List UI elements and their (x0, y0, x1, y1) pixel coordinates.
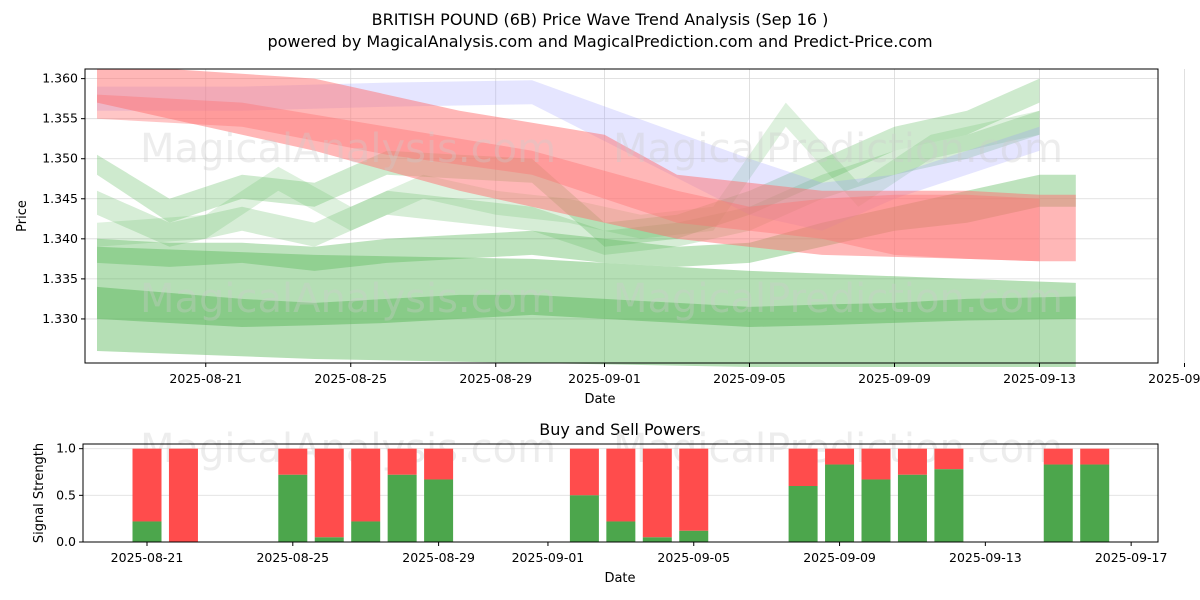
price-y-tick-label: 1.350 (42, 151, 78, 166)
buy-bar (825, 464, 855, 542)
powers-y-axis: 0.0 0.5 1.0 (56, 441, 83, 549)
sell-bar (861, 448, 891, 480)
buy-bar (861, 479, 891, 542)
powers-x-tick-label: 2025-09-01 (512, 550, 585, 565)
price-band-red-7 (97, 69, 1076, 262)
sell-bar (351, 448, 381, 522)
powers-x-tick-label: 2025-09-13 (949, 550, 1022, 565)
price-watermarks: MagicalAnalysis.com MagicalPrediction.co… (140, 126, 1063, 322)
price-plot-frame (84, 68, 1159, 364)
powers-x-tick-label: 2025-09-09 (803, 550, 876, 565)
price-x-tick-label: 2025-09-13 (1003, 371, 1076, 386)
sell-bar (132, 448, 162, 522)
price-x-tick-label: 2025-09-17 (1148, 371, 1200, 386)
powers-x-axis: 2025-08-21 2025-08-25 2025-08-29 2025-09-01… (111, 542, 1168, 565)
chart-title-line2: powered by MagicalAnalysis.com and Magic… (267, 32, 932, 51)
sell-bar (387, 448, 417, 475)
sell-bar (934, 448, 964, 470)
sell-bar (278, 448, 308, 475)
powers-y-tick-label: 0.5 (56, 487, 76, 502)
buy-bar (1043, 464, 1073, 542)
sell-bar (825, 448, 855, 465)
buy-bar (642, 537, 672, 542)
buy-bar (934, 469, 964, 542)
price-bands (97, 69, 1076, 367)
powers-y-tick-label: 1.0 (56, 441, 76, 456)
sell-bar (679, 448, 709, 531)
price-band-green-1 (97, 286, 1076, 327)
powers-x-tick-label: 2025-08-25 (256, 550, 329, 565)
watermark-analysis-top: MagicalAnalysis.com (140, 126, 556, 172)
buy-bar (314, 537, 344, 542)
buy-bar (278, 474, 308, 542)
buy-bar (387, 474, 417, 542)
powers-x-tick-label: 2025-09-05 (657, 550, 730, 565)
buy-bar (132, 521, 162, 542)
powers-x-label: Date (604, 571, 635, 586)
price-x-tick-label: 2025-09-01 (568, 371, 641, 386)
sell-bar (1043, 448, 1073, 465)
sell-bar (424, 448, 454, 480)
chart-title-line1: BRITISH POUND (6B) Price Wave Trend Anal… (372, 10, 829, 29)
sell-bar (569, 448, 599, 496)
watermark-analysis-mid: MagicalAnalysis.com (140, 276, 556, 322)
powers-plot-frame (82, 443, 1159, 543)
price-y-tick-label: 1.330 (42, 311, 78, 326)
price-x-tick-label: 2025-08-25 (314, 371, 387, 386)
price-y-tick-label: 1.360 (42, 71, 78, 86)
powers-x-tick-label: 2025-09-17 (1095, 550, 1168, 565)
buy-bar (424, 479, 454, 542)
price-y-tick-label: 1.340 (42, 231, 78, 246)
powers-x-tick-label: 2025-08-29 (402, 550, 475, 565)
price-y-tick-label: 1.345 (42, 191, 78, 206)
sell-bar (897, 448, 927, 475)
price-x-axis: 2025-08-21 2025-08-25 2025-08-29 2025-09-01… (169, 363, 1200, 386)
watermark-analysis-bottom: MagicalAnalysis.com (140, 426, 556, 472)
price-x-tick-label: 2025-08-29 (459, 371, 532, 386)
buy-bar (679, 530, 709, 542)
sell-bar (788, 448, 818, 486)
buy-bar (351, 521, 381, 542)
sell-bar (642, 448, 672, 538)
price-band-green-2 (97, 174, 1076, 271)
price-band-green-5 (97, 102, 1040, 247)
price-x-tick-label: 2025-09-09 (858, 371, 931, 386)
price-y-tick-label: 1.355 (42, 111, 78, 126)
price-x-tick-label: 2025-08-21 (169, 371, 242, 386)
buy-bar (1080, 464, 1110, 542)
price-y-label: Price (15, 200, 30, 232)
powers-bars (132, 448, 1110, 542)
powers-y-label: Signal Strength (32, 443, 47, 543)
sell-bar (606, 448, 636, 522)
sell-bar (168, 448, 198, 542)
watermark-prediction-mid: MagicalPrediction.com (613, 276, 1063, 322)
price-x-tick-label: 2025-09-05 (713, 371, 786, 386)
price-band-red-8 (97, 94, 1040, 262)
powers-x-tick-label: 2025-08-21 (111, 550, 184, 565)
price-band-green-4 (97, 110, 1040, 255)
sell-bar (314, 448, 344, 538)
buy-bar (606, 521, 636, 542)
buy-bar (897, 474, 927, 542)
buy-bar (788, 486, 818, 542)
price-y-axis: 1.330 1.335 1.340 1.345 1.350 1.355 1.360 (42, 71, 85, 326)
powers-title: Buy and Sell Powers (539, 420, 701, 439)
buy-bar (569, 495, 599, 542)
watermark-prediction-top: MagicalPrediction.com (613, 126, 1063, 172)
powers-y-tick-label: 0.0 (56, 534, 76, 549)
sell-bar (1080, 448, 1110, 465)
price-x-label: Date (584, 392, 615, 407)
price-y-tick-label: 1.335 (42, 271, 78, 286)
